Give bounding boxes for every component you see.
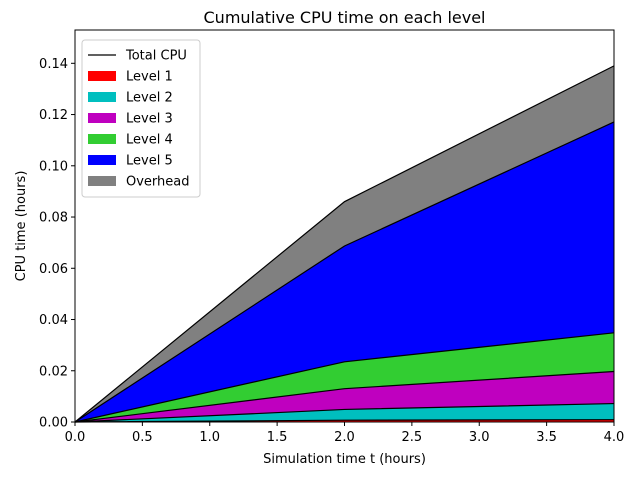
legend-label-level-4: Level 4	[126, 133, 173, 148]
area-overhead	[75, 65, 614, 423]
plot-lines	[74, 65, 615, 423]
legend-label-level-2: Level 2	[126, 91, 173, 106]
x-tick-label: 3.5	[536, 430, 557, 445]
legend-swatch-level-2	[88, 92, 116, 102]
y-tick-label: 0.04	[39, 313, 68, 328]
legend-label-total-cpu: Total CPU	[125, 49, 187, 64]
x-tick-label: 4.0	[604, 430, 625, 445]
y-axis: 0.00 0.02 0.04 0.06 0.08 0.10 0.12 0.14	[39, 57, 75, 431]
y-tick-label: 0.02	[39, 364, 68, 379]
legend-label-level-5: Level 5	[126, 154, 173, 169]
y-axis-label: CPU time (hours)	[14, 171, 29, 282]
chart-title: Cumulative CPU time on each level	[204, 8, 486, 27]
x-tick-label: 2.5	[402, 430, 423, 445]
legend-label-level-3: Level 3	[126, 112, 173, 127]
legend-label-overhead: Overhead	[126, 175, 190, 190]
y-tick-label: 0.10	[39, 159, 68, 174]
legend-swatch-level-4	[88, 134, 116, 144]
x-tick-label: 3.0	[469, 430, 490, 445]
legend-label-level-1: Level 1	[126, 70, 173, 85]
boundary-line-overhead	[74, 65, 615, 423]
legend-swatch-overhead	[88, 176, 116, 186]
area-level-4	[75, 332, 614, 422]
boundary-line-level-2	[74, 402, 615, 423]
x-tick-label: 0.0	[65, 430, 86, 445]
boundary-line-level-3	[74, 370, 615, 423]
boundary-line-level-5	[74, 121, 615, 423]
area-level-2	[75, 403, 614, 422]
boundary-line-level-4	[74, 332, 615, 423]
x-axis-label: Simulation time t (hours)	[263, 452, 426, 467]
x-tick-label: 1.5	[267, 430, 288, 445]
legend: Total CPU Level 1 Level 2 Level 3 Level 4 Lev…	[81, 39, 201, 198]
boundary-line-level-1	[74, 419, 615, 423]
y-tick-label: 0.08	[39, 211, 68, 226]
y-tick-label: 0.00	[39, 416, 68, 431]
x-tick-label: 0.5	[132, 430, 153, 445]
area-level-3	[75, 371, 614, 422]
x-axis: 0.0 0.5 1.0 1.5 2.0 2.5 3.0 3.5 4.0	[65, 422, 625, 445]
y-tick-label: 0.06	[39, 262, 68, 277]
legend-swatch-level-1	[88, 71, 116, 81]
x-tick-label: 2.0	[334, 430, 355, 445]
y-tick-label: 0.12	[39, 108, 68, 123]
legend-swatch-level-5	[88, 155, 116, 165]
x-tick-label: 1.0	[199, 430, 220, 445]
y-tick-label: 0.14	[39, 57, 68, 72]
legend-swatch-level-3	[88, 113, 116, 123]
